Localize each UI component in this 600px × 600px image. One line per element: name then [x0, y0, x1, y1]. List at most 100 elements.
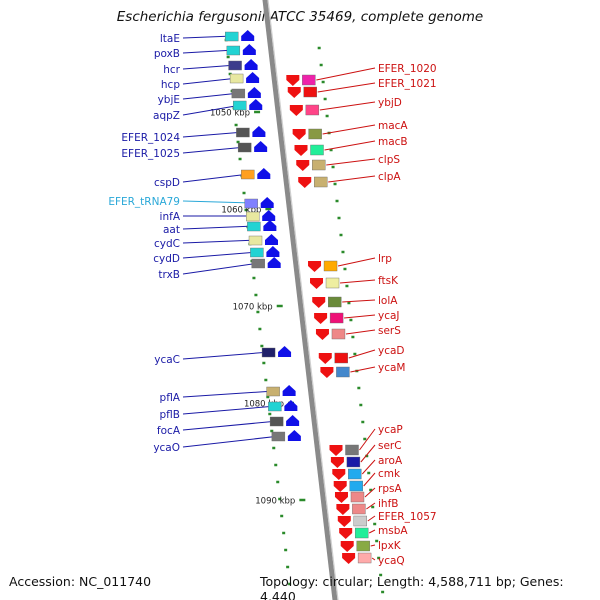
gene-feature-box: [233, 100, 247, 111]
gene-arrow-up: [287, 430, 301, 441]
gene-leader-line: [182, 225, 256, 230]
kbp-tick-label: 1060 kbp: [221, 206, 261, 216]
gene-feature-box: [356, 540, 370, 552]
gene-arrow-up: [252, 126, 266, 137]
gene-leader-line: [182, 251, 259, 259]
gene-feature-box: [331, 328, 346, 340]
gene-arrow-down: [318, 353, 332, 364]
gene-feature-box: [308, 128, 322, 140]
gene-label-left: trxB: [158, 269, 180, 281]
gene-feature-box: [250, 247, 264, 258]
gene-label-left: EFER_1025: [121, 148, 180, 160]
gene-leader-line: [359, 428, 376, 451]
gene-leader-line: [319, 101, 376, 111]
gene-label-left: cydD: [153, 253, 180, 265]
gene-feature-box: [248, 235, 263, 246]
gene-arrow-up: [263, 220, 277, 231]
gene-arrow-up: [284, 400, 298, 411]
gene-feature-box: [334, 352, 348, 364]
gene-leader-line: [182, 405, 277, 415]
gene-leader-line: [360, 444, 376, 463]
gene-label-right: EFER_1020: [378, 63, 437, 75]
gene-leader-line: [368, 529, 376, 534]
gene-label-left: focA: [157, 425, 181, 437]
gene-arrow-down: [339, 528, 353, 539]
genome-title: Escherichia fergusonii ATCC 35469, compl…: [116, 9, 484, 25]
left-gene-group: ltaE poxB hcr hcp ybjE aqpZ EFER_1024 EFER_1025…: [108, 30, 301, 454]
gene-feature-box: [229, 73, 244, 84]
gene-feature-box: [348, 468, 362, 480]
gene-arrow-up: [246, 72, 260, 83]
gene-feature-box: [303, 86, 317, 98]
gene-feature-box: [261, 347, 276, 358]
gene-leader-line: [182, 104, 242, 116]
gene-feature-box: [237, 142, 252, 153]
gene-arrow-down: [287, 87, 301, 98]
gene-arrow-up: [244, 59, 258, 70]
gene-leader-line: [182, 262, 260, 275]
gene-label-left: hcr: [163, 64, 180, 76]
gene-label-right: serC: [378, 440, 402, 452]
gene-leader-line: [182, 390, 275, 398]
gene-arrow-up: [266, 246, 280, 257]
gene-arrow-down: [332, 469, 346, 480]
gene-arrow-up: [260, 197, 274, 208]
gene-label-left: hcp: [161, 79, 180, 91]
gene-feature-box: [231, 88, 246, 99]
gene-label-right: lrp: [378, 253, 392, 265]
gene-feature-box: [228, 60, 242, 71]
gene-leader-line: [182, 435, 280, 448]
gene-label-right: clpS: [378, 154, 400, 166]
gene-leader-line: [182, 64, 237, 70]
gene-arrow-down: [329, 445, 343, 456]
gene-label-left: ycaC: [154, 354, 180, 366]
gene-arrow-up: [247, 87, 261, 98]
gene-arrow-down: [315, 329, 329, 340]
gene-feature-box: [336, 366, 350, 378]
gene-leader-line: [326, 158, 376, 166]
gene-label-right: ycaD: [378, 345, 405, 357]
gene-label-left: pflB: [160, 409, 180, 421]
gene-feature-box: [268, 401, 282, 412]
right-gene-group: EFER_1020 EFER_1021 ybjD macA macB clpS clpA lr…: [286, 63, 437, 567]
gene-feature-box: [266, 386, 280, 397]
gene-feature-box: [352, 503, 366, 515]
gene-arrow-down: [336, 504, 350, 515]
gene-feature-box: [247, 221, 261, 232]
gene-feature-box: [325, 277, 340, 289]
gene-leader-line: [182, 49, 235, 54]
gene-leader-line: [317, 82, 376, 93]
gene-feature-box: [310, 144, 324, 156]
gene-feature-box: [350, 491, 365, 503]
gene-arrow-up: [286, 415, 300, 426]
gene-leader-line: [364, 487, 376, 498]
gene-feature-box: [312, 159, 326, 171]
gene-feature-box: [328, 296, 342, 308]
gene-leader-line: [182, 77, 239, 85]
gene-label-left: cspD: [154, 177, 180, 189]
gene-label-left: EFER_1024: [121, 132, 180, 144]
gene-feature-box: [244, 198, 258, 209]
gene-feature-box: [323, 260, 338, 272]
gene-feature-box: [354, 527, 369, 539]
gene-feature-box: [245, 211, 260, 222]
gene-feature-box: [357, 552, 372, 564]
gene-arrow-down: [330, 457, 344, 468]
gene-leader-line: [342, 299, 376, 303]
gene-arrow-down: [312, 297, 326, 308]
gene-feature-box: [224, 31, 239, 42]
gene-arrow-down: [320, 367, 334, 378]
backbone-highlight: [267, 0, 339, 600]
gene-feature-box: [345, 444, 359, 456]
gene-arrow-down: [296, 160, 310, 171]
gene-leader-line: [371, 557, 376, 561]
gene-leader-line: [182, 92, 240, 100]
kbp-tick-label: 1080 kbp: [244, 400, 284, 410]
gene-label-left: aat: [163, 224, 180, 236]
gene-label-right: ftsK: [378, 275, 399, 287]
gene-arrow-down: [292, 129, 306, 140]
gene-leader-line: [322, 124, 376, 135]
gene-arrow-up: [267, 257, 281, 268]
